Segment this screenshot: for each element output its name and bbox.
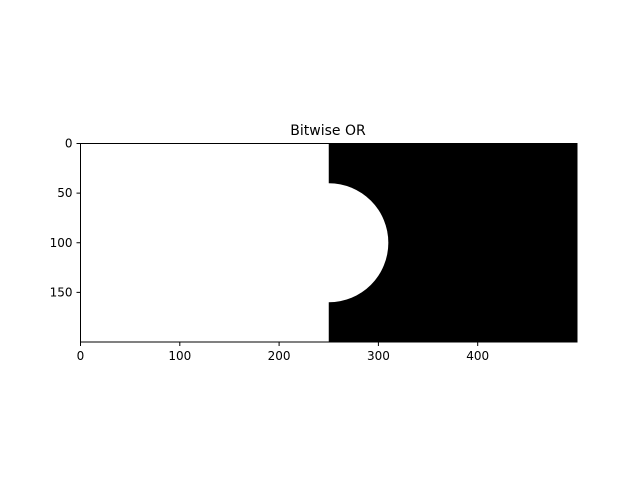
y-tick-label: 150 [50,285,73,299]
y-tick-label: 50 [57,186,72,200]
x-tick-label: 0 [77,349,85,363]
y-tick-label: 0 [65,137,73,151]
white-circle [269,183,389,303]
x-axis: 0 100 200 300 400 [77,342,489,363]
x-tick-label: 100 [168,349,191,363]
x-tick-label: 200 [268,349,291,363]
y-tick-label: 100 [50,236,73,250]
chart-title: Bitwise OR [290,123,366,139]
y-axis: 0 50 100 150 [50,137,81,299]
plot-area [80,143,578,343]
image-pixels [80,143,577,342]
x-tick-label: 300 [367,349,390,363]
x-tick-label: 400 [466,349,489,363]
